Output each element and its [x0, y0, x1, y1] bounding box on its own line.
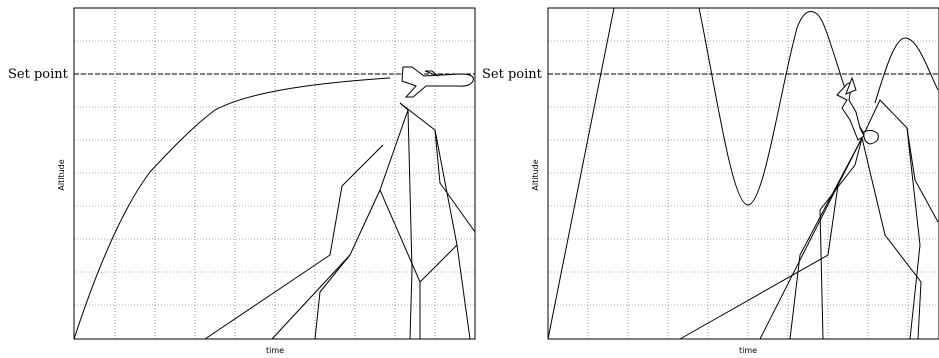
right-plot-frame: [547, 7, 939, 340]
left-airplane-icon: [401, 66, 474, 98]
right-ylabel: Altitude: [531, 159, 540, 190]
left-grid: [74, 8, 475, 339]
left-plot-frame: [73, 7, 476, 340]
left-panel: Set point Altitude time: [8, 7, 476, 355]
left-debris-lines: [204, 102, 476, 340]
right-panel: Set point Altitude time: [482, 7, 939, 355]
right-setpoint-label: Set point: [482, 67, 543, 82]
right-altitude-curve: [547, 7, 939, 340]
left-altitude-curve: [73, 77, 391, 340]
right-xlabel: time: [739, 346, 757, 355]
left-xlabel: time: [266, 346, 284, 355]
left-ylabel: Altitude: [57, 159, 66, 190]
right-crashed-airplane-icon: [836, 76, 879, 145]
right-debris-lines: [679, 99, 939, 340]
left-setpoint-label: Set point: [8, 67, 69, 82]
right-grid: [548, 8, 938, 339]
